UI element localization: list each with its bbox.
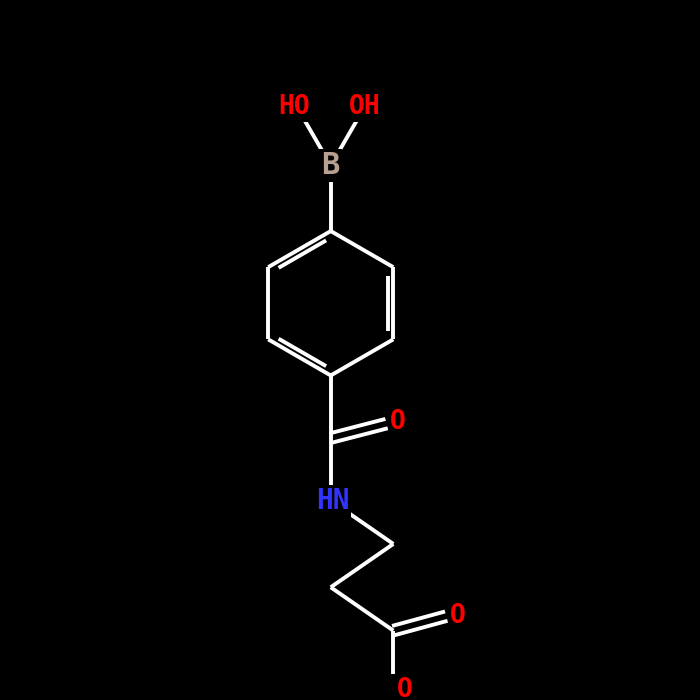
- Text: O: O: [450, 603, 466, 629]
- Text: OH: OH: [349, 94, 381, 120]
- Text: O: O: [397, 678, 413, 700]
- Text: HO: HO: [278, 94, 309, 120]
- Text: HN: HN: [316, 486, 349, 514]
- Text: O: O: [390, 409, 406, 435]
- Text: B: B: [321, 151, 340, 180]
